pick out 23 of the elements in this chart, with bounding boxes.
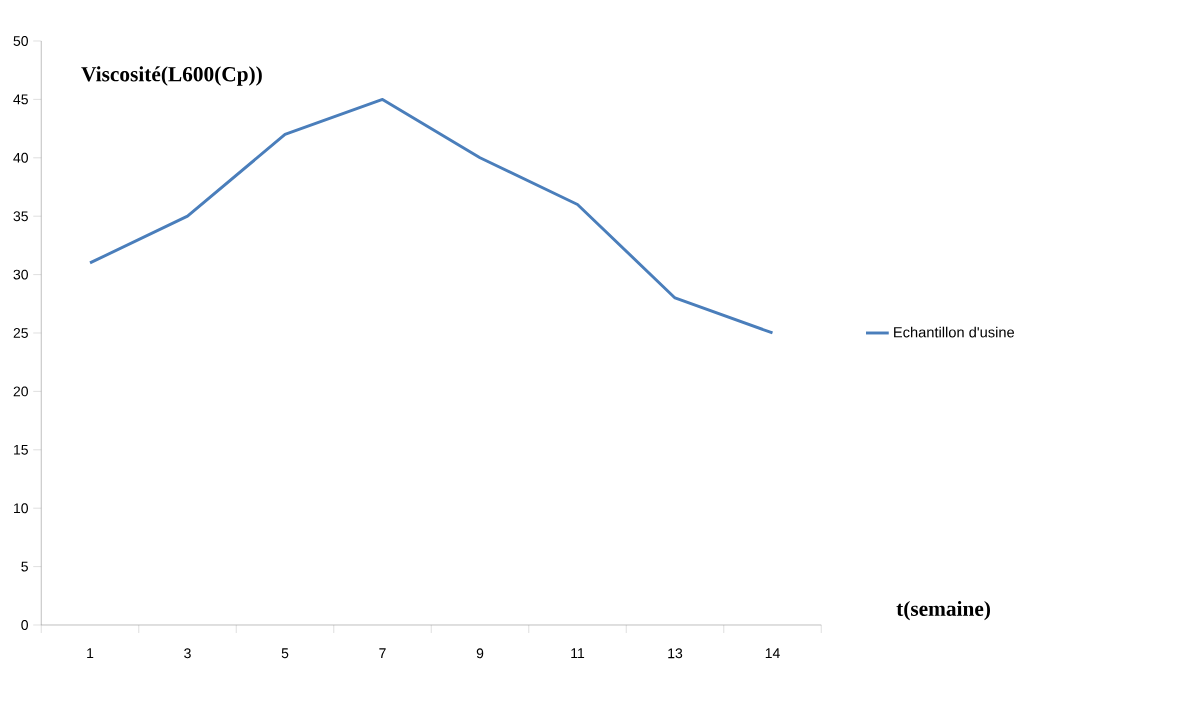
y-tick-label: 50 (13, 36, 28, 46)
y-tick-label: 45 (13, 94, 28, 105)
y-tick-label: 35 (13, 211, 28, 222)
x-tick-label: 7 (379, 648, 386, 658)
y-axis-title: Viscosité(L600(Cp)) (81, 66, 262, 86)
x-tick-label: 5 (281, 648, 289, 659)
legend-label: Echantillon d'usine (894, 326, 1015, 338)
x-tick-label: 13 (668, 648, 683, 659)
y-tick-label: 30 (13, 269, 28, 280)
x-tick-label: 11 (571, 648, 585, 658)
y-tick-label: 10 (14, 503, 28, 514)
x-tick-label: 3 (184, 648, 191, 659)
x-tick-label: 9 (476, 648, 484, 659)
x-tick-label: 1 (87, 648, 94, 658)
y-tick-label: 0 (21, 620, 28, 630)
line-series (88, 97, 774, 335)
x-axis-title: t(semaine) (896, 600, 991, 621)
y-tick-label: 25 (13, 328, 28, 338)
y-tick-label: 40 (13, 152, 28, 163)
y-tick-label: 5 (21, 561, 28, 572)
x-tick-label: 14 (765, 648, 780, 658)
y-tick-label: 20 (13, 386, 28, 397)
y-tick-label: 15 (14, 444, 28, 455)
